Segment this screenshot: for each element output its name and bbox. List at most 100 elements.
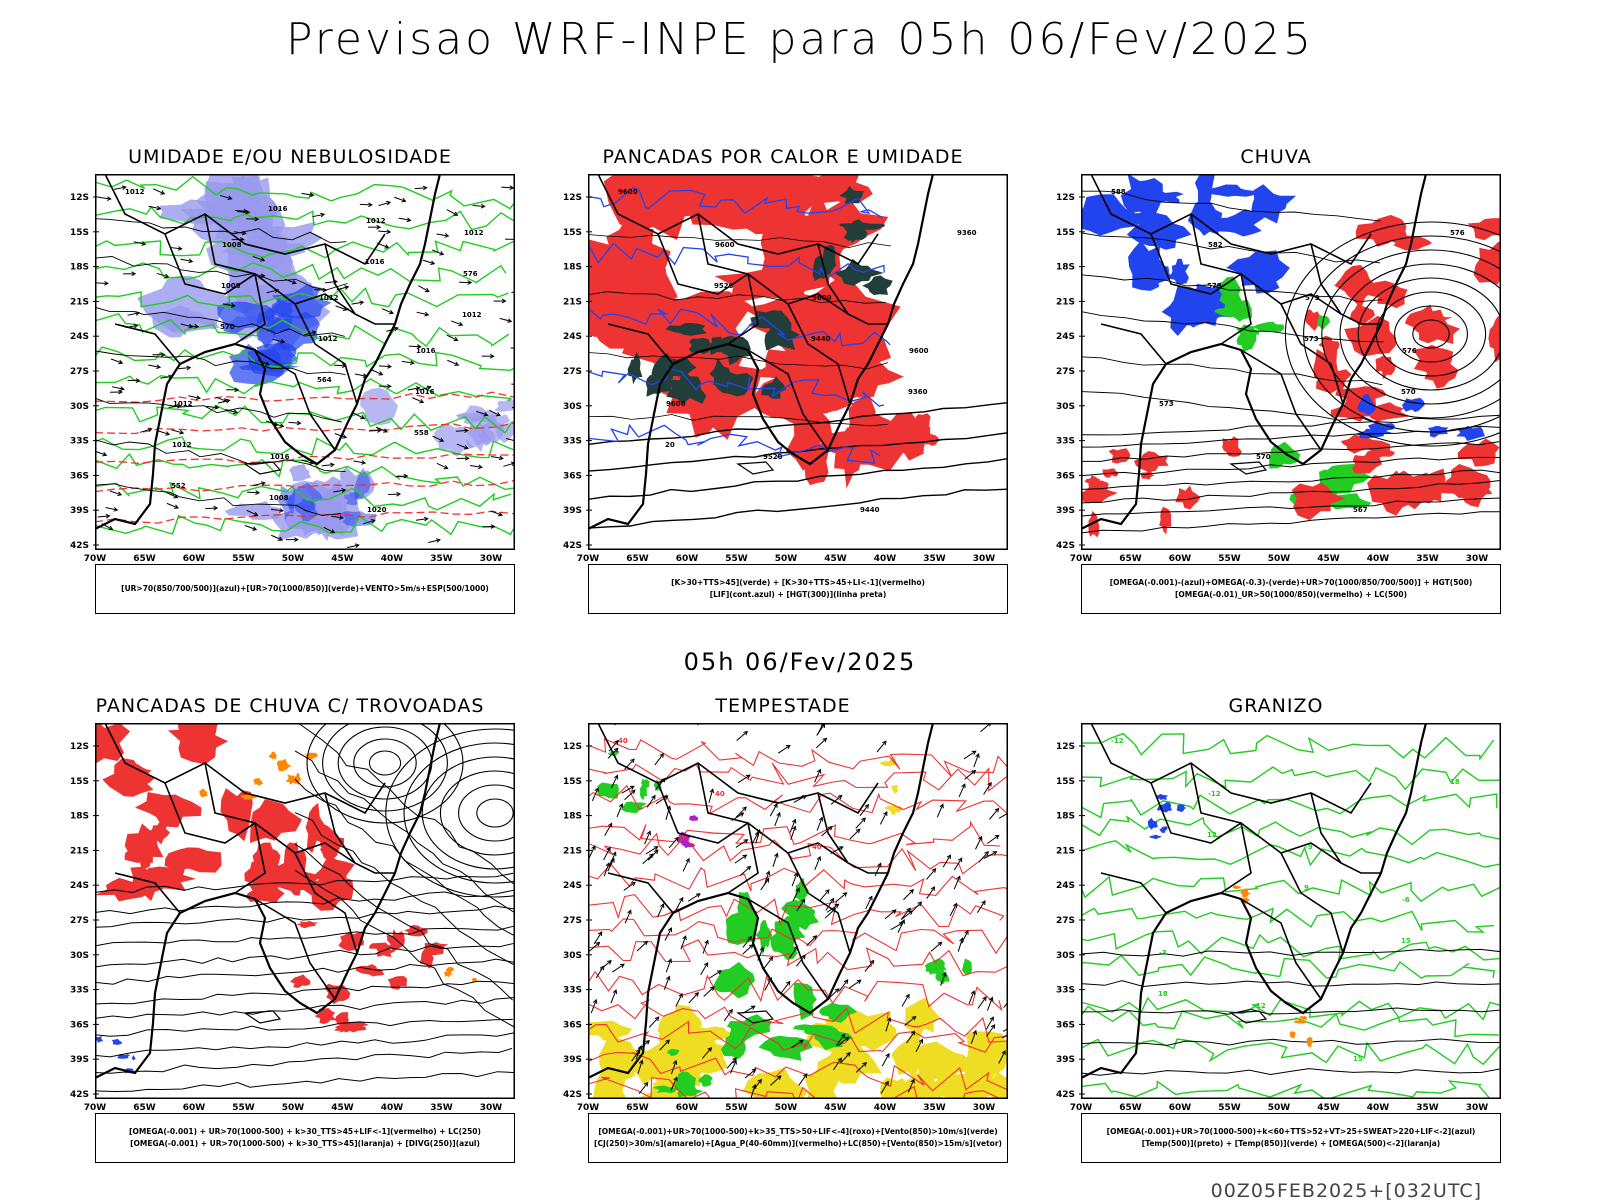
contour-label: 573	[1304, 335, 1319, 343]
arrow-shaft	[395, 476, 407, 477]
longitude-tick-label: 50W	[775, 554, 798, 564]
contour-label: 1012	[318, 335, 338, 343]
latitude-tick-label: 39S	[563, 506, 582, 516]
panel-title: PANCADAS DE CHUVA C/ TROVOADAS	[55, 695, 525, 717]
longitude-tick-label: 45W	[331, 554, 354, 564]
latitude-tick-label: 39S	[70, 1055, 89, 1065]
latitude-tick-label: 39S	[563, 1055, 582, 1065]
longitude-tick-label: 35W	[1416, 554, 1439, 564]
caption-line: [Temp(500)](preto) + [Temp(850)](verde) …	[1142, 1138, 1440, 1150]
caption-line: [OMEGA(-0.001)+UR>70(1000-500)+k<60+TTS>…	[1107, 1126, 1476, 1138]
contour-label: 576	[1450, 229, 1465, 237]
map-legend-caption: [K>30+TTS>45](verde) + [K>30+TTS>45+LI<-…	[588, 564, 1008, 614]
latitude-tick-label: 27S	[1056, 367, 1075, 377]
contour-label: -9	[1305, 843, 1313, 851]
latitude-tick-label: 42S	[1056, 541, 1075, 551]
contour-label: -12	[1208, 790, 1221, 798]
longitude-tick-label: 60W	[676, 554, 699, 564]
contour-label: 1012	[462, 311, 482, 319]
longitude-tick-label: 70W	[84, 554, 107, 564]
arrow-shaft	[360, 204, 372, 205]
contour-label: 1016	[415, 388, 435, 396]
latitude-tick-label: 24S	[70, 332, 89, 342]
latitude-tick-label: 27S	[70, 367, 89, 377]
latitude-tick-label: 36S	[70, 1020, 89, 1030]
latitude-tick-label: 18S	[1056, 263, 1075, 273]
latitude-tick-label: 42S	[563, 541, 582, 551]
contour-label: 1012	[173, 400, 193, 408]
latitude-tick-label: 42S	[1056, 1090, 1075, 1100]
longitude-tick-label: 60W	[183, 1103, 206, 1113]
contour-label: 9	[1304, 884, 1309, 892]
contour-label: 576	[1402, 347, 1417, 355]
contour-label: -3	[1159, 949, 1167, 957]
latitude-tick-label: 15S	[563, 777, 582, 787]
latitude-tick-label: 12S	[1056, 193, 1075, 203]
contour-label: 1016	[268, 205, 288, 213]
longitude-tick-label: 70W	[577, 1103, 600, 1113]
latitude-tick-label: 12S	[1056, 742, 1075, 752]
latitude-tick-label: 30S	[70, 402, 89, 412]
latitude-tick-label: 36S	[1056, 471, 1075, 481]
contour-label: 40	[715, 790, 725, 798]
contour-label: 9520	[714, 282, 734, 290]
map-legend-caption: [UR>70(850/700/500)](azul)+[UR>70(1000/8…	[95, 564, 515, 614]
contour-label: 582	[1208, 241, 1223, 249]
longitude-tick-label: 55W	[232, 1103, 255, 1113]
latitude-tick-label: 24S	[1056, 881, 1075, 891]
latitude-tick-label: 33S	[1056, 437, 1075, 447]
contour-label: 12	[1207, 831, 1217, 839]
arrow-shaft	[482, 526, 494, 527]
longitude-tick-label: 50W	[282, 1103, 305, 1113]
longitude-tick-label: 65W	[133, 1103, 156, 1113]
contour-label: 18	[1158, 990, 1168, 998]
latitude-tick-label: 21S	[563, 846, 582, 856]
caption-line: [OMEGA(-0.001) + UR>70(1000-500) + k>30_…	[129, 1126, 481, 1138]
contour-label: 9440	[811, 335, 831, 343]
latitude-tick-label: 21S	[70, 297, 89, 307]
contour-label: 564	[317, 376, 332, 384]
latitude-tick-label: 18S	[1056, 812, 1075, 822]
latitude-tick-label: 39S	[1056, 1055, 1075, 1065]
longitude-tick-label: 65W	[626, 554, 649, 564]
contour-label: 12	[1256, 1002, 1266, 1010]
latitude-tick-label: 30S	[1056, 402, 1075, 412]
contour-label: 579	[1305, 294, 1320, 302]
latitude-tick-label: 15S	[563, 228, 582, 238]
latitude-tick-label: 15S	[1056, 228, 1075, 238]
latitude-tick-label: 33S	[70, 437, 89, 447]
latitude-tick-label: 36S	[563, 1020, 582, 1030]
latitude-tick-label: 42S	[563, 1090, 582, 1100]
caption-line: [UR>70(850/700/500)](azul)+[UR>70(1000/8…	[121, 583, 489, 595]
contour-label: -6	[1402, 896, 1410, 904]
caption-line: [K>30+TTS>45](verde) + [K>30+TTS>45+LI<-…	[671, 577, 925, 589]
map-legend-caption: [OMEGA(-0.001)+UR>70(1000-500)+k>35_TTS>…	[588, 1113, 1008, 1163]
contour-label: 579	[1207, 282, 1222, 290]
longitude-tick-label: 55W	[232, 554, 255, 564]
contour-label: 40	[618, 737, 628, 745]
contour-label: 9520	[763, 453, 783, 461]
longitude-tick-label: 70W	[1070, 1103, 1093, 1113]
contour-label: 573	[1159, 400, 1174, 408]
latitude-tick-label: 12S	[563, 193, 582, 203]
latitude-tick-label: 24S	[563, 332, 582, 342]
longitude-tick-label: 30W	[973, 1103, 996, 1113]
longitude-tick-label: 35W	[430, 554, 453, 564]
latitude-tick-label: 18S	[70, 812, 89, 822]
longitude-tick-label: 70W	[1070, 554, 1093, 564]
contour-label: 9360	[908, 388, 928, 396]
longitude-tick-label: 45W	[1317, 1103, 1340, 1113]
longitude-tick-label: 30W	[1466, 554, 1489, 564]
latitude-tick-label: 30S	[563, 402, 582, 412]
contour-label: 570	[220, 323, 235, 331]
longitude-tick-label: 65W	[133, 554, 156, 564]
caption-line: [LIF](cont.azul) + [HGT(300)](linha pret…	[710, 589, 887, 601]
